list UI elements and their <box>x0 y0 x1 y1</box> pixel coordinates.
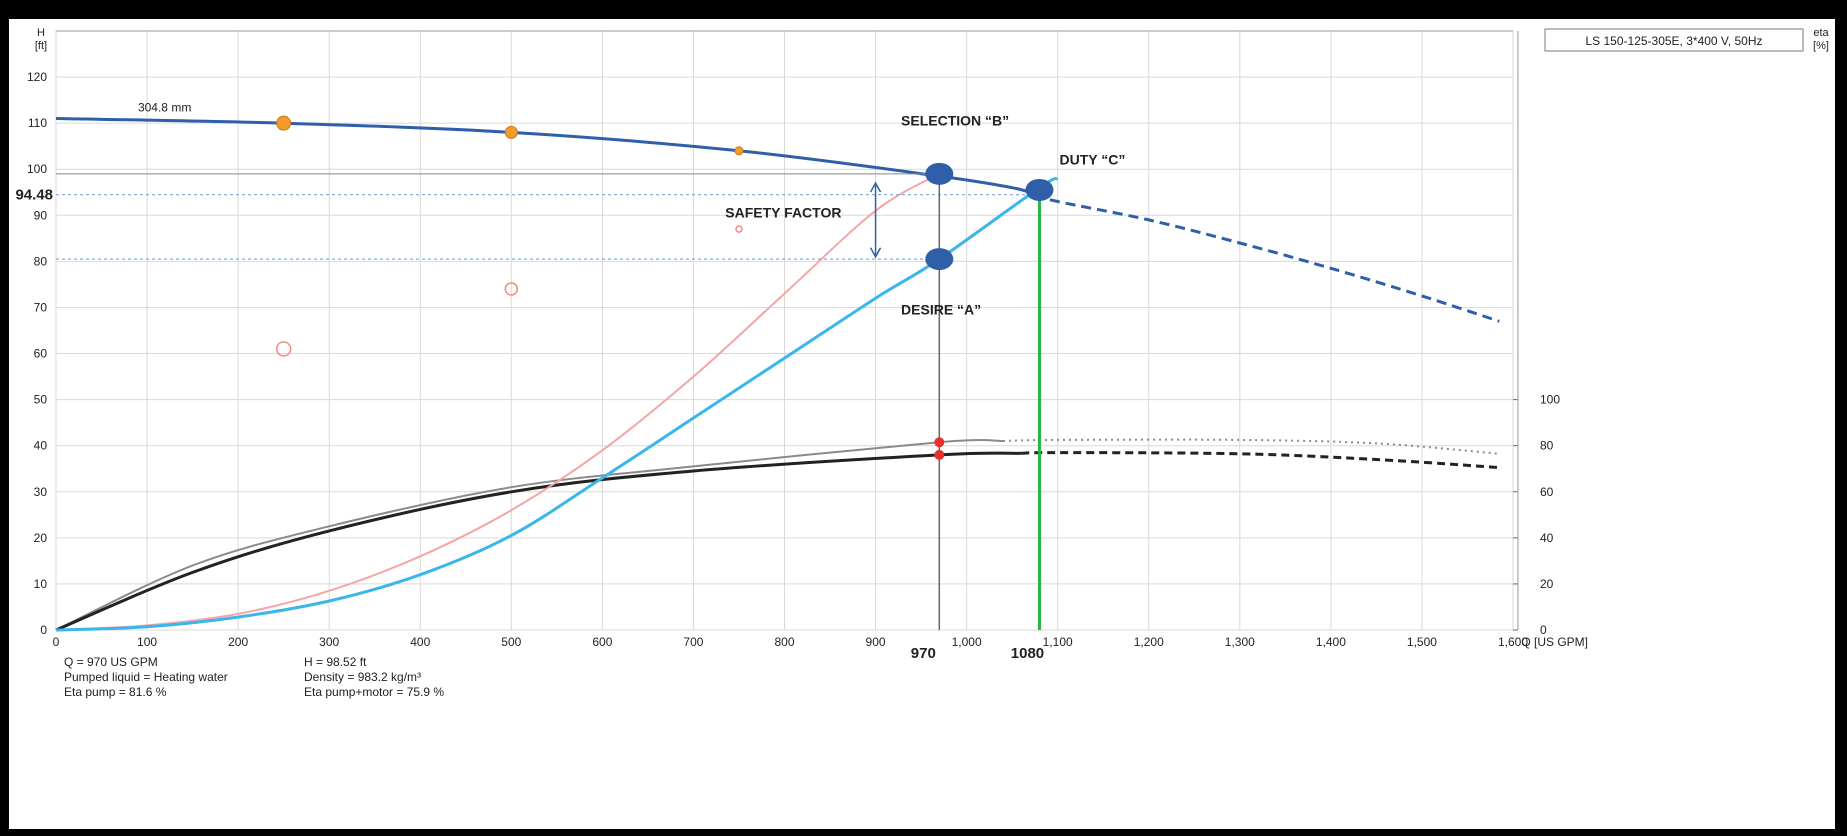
q-selection-label: 970 <box>911 645 936 662</box>
y-left-tick-label: 60 <box>34 347 48 361</box>
x-tick-label: 700 <box>683 635 703 649</box>
selection-b-label: SELECTION “B” <box>901 112 1009 128</box>
pump-head-curve <box>55 117 1036 197</box>
y-left-tick-label: 80 <box>34 254 48 268</box>
y-left-unit: [ft] <box>35 40 47 52</box>
x-tick-label: 0 <box>53 635 60 649</box>
y-left-title: H <box>37 27 45 39</box>
x-tick-label: 1,200 <box>1134 635 1164 649</box>
pump-performance-chart: 0 100 200 300 400 500 600 700 800 900 1,000 1,100 1,… <box>15 27 1829 699</box>
safety-factor-label: SAFETY FACTOR <box>725 205 841 221</box>
y-right-tick-label: 40 <box>1540 531 1554 545</box>
title-box <box>1544 28 1804 52</box>
efficiency-pump-motor-curve <box>55 451 1022 632</box>
y-right-unit: [%] <box>1813 40 1829 52</box>
x-tick-label: 100 <box>137 635 157 649</box>
efficiency-point <box>934 449 945 460</box>
q-duty-label: 1080 <box>1011 645 1044 662</box>
info-text-right: Density = 983.2 kg/m³ <box>304 670 421 684</box>
x-tick-label: 1,500 <box>1407 635 1437 649</box>
x-tick-label: 800 <box>774 635 794 649</box>
h-marker-label: 94.48 <box>15 187 53 204</box>
y-left-tick-label: 110 <box>28 116 47 130</box>
info-text-left: Q = 970 US GPM <box>64 655 158 669</box>
x-tick-label: 1,100 <box>1043 635 1073 649</box>
efficiency-pump-curve-extended <box>1003 438 1500 455</box>
impeller-diameter-label: 304.8 mm <box>138 101 191 115</box>
pump-curve-marker <box>734 146 744 156</box>
y-left-tick-label: 120 <box>27 70 47 84</box>
safety-factor-arrowhead-bottom <box>869 247 882 259</box>
pump-curve-marker <box>276 115 292 131</box>
y-left-tick-label: 30 <box>34 485 48 499</box>
y-right-title: eta <box>1813 27 1829 39</box>
safety-factor-arrowhead-top <box>869 181 882 193</box>
x-tick-label: 400 <box>410 635 430 649</box>
pump-head-curve-extended <box>1034 193 1500 323</box>
x-tick-label: 1,600 <box>1498 635 1528 649</box>
system-curve-design <box>55 172 940 631</box>
y-right-tick-label: 20 <box>1540 577 1554 591</box>
hollow-marker <box>735 225 743 233</box>
y-left-tick-label: 40 <box>34 439 48 453</box>
x-tick-label: 1,400 <box>1316 635 1346 649</box>
y-left-tick-label: 0 <box>40 623 47 637</box>
y-left-tick-label: 70 <box>34 300 48 314</box>
pump-curve-marker <box>504 125 518 139</box>
info-text-left: Pumped liquid = Heating water <box>64 670 228 684</box>
y-left-tick-label: 90 <box>34 208 48 222</box>
x-tick-label: 500 <box>501 635 521 649</box>
y-left-tick-label: 10 <box>34 577 48 591</box>
y-right-tick-label: 0 <box>1540 623 1547 637</box>
x-tick-label: 1,000 <box>952 635 982 649</box>
info-text-left: Eta pump = 81.6 % <box>64 685 167 699</box>
y-right-tick-label: 80 <box>1540 439 1554 453</box>
chart-title: LS 150-125-305E, 3*400 V, 50Hz <box>1585 34 1762 48</box>
info-text-right: Eta pump+motor = 75.9 % <box>304 685 444 699</box>
duty-point-c <box>1025 178 1054 201</box>
chart-frame: 0 100 200 300 400 500 600 700 800 900 1,000 1,100 1,… <box>9 19 1835 829</box>
duty-c-label: DUTY “C” <box>1060 152 1126 168</box>
hollow-marker <box>275 341 292 357</box>
selection-point-b <box>925 162 954 185</box>
x-axis-title: Q [US GPM] <box>1521 635 1588 649</box>
hollow-marker <box>504 282 519 296</box>
y-left-tick-label: 100 <box>27 162 47 176</box>
x-tick-label: 300 <box>319 635 339 649</box>
y-right-tick-label: 60 <box>1540 485 1554 499</box>
x-tick-label: 900 <box>866 635 886 649</box>
efficiency-point <box>934 437 945 448</box>
x-tick-label: 200 <box>228 635 248 649</box>
y-left-tick-label: 20 <box>34 531 48 545</box>
y-right-tick-label: 100 <box>1540 393 1560 407</box>
x-tick-label: 600 <box>592 635 612 649</box>
y-left-tick-label: 50 <box>34 393 48 407</box>
info-text-right: H = 98.52 ft <box>304 655 367 669</box>
efficiency-pump-curve <box>55 439 1004 631</box>
x-tick-label: 1,300 <box>1225 635 1255 649</box>
desire-point-a <box>925 248 954 271</box>
desire-a-label: DESIRE “A” <box>901 301 981 317</box>
